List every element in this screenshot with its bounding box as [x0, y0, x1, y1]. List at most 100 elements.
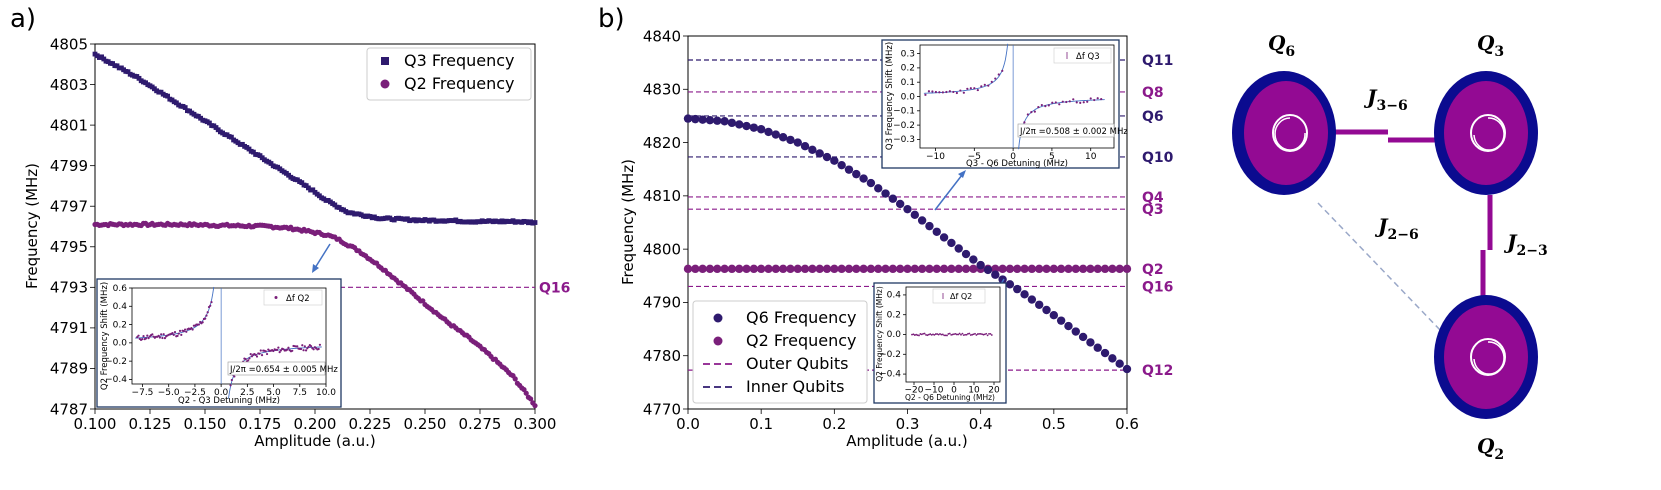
x-tick-label: 0.175 — [239, 415, 282, 433]
inset-b-top-point — [1058, 103, 1061, 106]
legend-label-q2: Q2 Frequency — [404, 74, 515, 93]
inset-a-point — [205, 314, 208, 317]
x-tick-label: 0 — [951, 386, 957, 396]
inset-a-point — [136, 336, 139, 339]
inset-b-top-xlabel: Q3 - Q6 Detuning (MHz) — [966, 159, 1068, 169]
inset-a-point — [247, 359, 250, 362]
q6-point — [720, 117, 729, 126]
inset-a-point — [204, 317, 207, 320]
inset-b-bottom: −20 −10 0 10 20 −0.4 −0.2 0.0 0.2 0.4 Q2 - Q6 Det… — [873, 282, 1007, 404]
q2-point — [786, 264, 795, 274]
q2-point — [888, 264, 898, 274]
q3-point — [125, 69, 131, 75]
q2-point — [764, 264, 773, 274]
inset-b-bottom-point — [968, 332, 971, 335]
q2-point — [954, 264, 963, 274]
q2-point — [1071, 264, 1080, 274]
x-tick-label: −10 — [926, 152, 945, 162]
chart-a-legend: Q3 Frequency Q2 Frequency — [366, 47, 532, 101]
inset-b-top-point — [955, 91, 958, 95]
x-tick-label: 0.225 — [349, 415, 392, 433]
inset-b-top-point — [1037, 105, 1040, 109]
q2-point — [822, 264, 832, 274]
legend-label-q6: Q6 Frequency — [746, 308, 857, 327]
y-tick-label: 4789 — [50, 360, 88, 378]
hline-label-q3: Q3 — [1142, 202, 1164, 218]
inset-b-bottom-point — [967, 332, 969, 335]
coupling-label-j23: J2−3 — [1503, 230, 1548, 259]
inset-b-bottom-point — [979, 332, 982, 335]
inset-b-bottom-point — [972, 333, 975, 336]
y-tick-label: 4787 — [50, 400, 88, 418]
q2-point — [698, 264, 707, 274]
inset-a-point — [276, 348, 279, 351]
q2-point — [1086, 264, 1095, 274]
inset-b-bottom-point — [933, 333, 936, 336]
inset-a-point — [206, 311, 209, 314]
y-tick-label: 4795 — [50, 238, 88, 256]
chart-b-xlabel: Amplitude (a.u.) — [846, 432, 968, 450]
x-tick-label: 0.275 — [459, 415, 502, 433]
q2-point — [512, 376, 518, 382]
inset-a-legend: Δf Q2 — [286, 294, 310, 304]
q6-point — [1013, 284, 1022, 294]
x-tick-label: 0.100 — [74, 415, 117, 433]
hline-label-q8: Q8 — [1142, 85, 1164, 101]
inset-b-bottom-point — [920, 333, 923, 336]
inset-b-bottom-point — [936, 333, 939, 335]
inset-b-top-fit-left — [923, 43, 1009, 94]
q2-point — [866, 264, 876, 274]
q6-point — [991, 270, 1000, 279]
inset-a-point — [180, 333, 183, 336]
q6-point — [1071, 327, 1080, 336]
q6-point — [925, 221, 934, 231]
inset-b-bottom-point — [981, 333, 983, 336]
inset-b-bottom-point — [955, 333, 958, 336]
q2-point — [844, 264, 854, 274]
q2-point — [756, 264, 766, 274]
inset-a-point — [183, 328, 187, 331]
inset-b-top-ylabel: Q3 Frequency Shift (MHz) — [885, 42, 895, 150]
chart-a-xlabel: Amplitude (a.u.) — [254, 432, 376, 450]
q2-point — [1122, 264, 1132, 274]
inset-b-top-point — [952, 90, 955, 94]
y-tick-label: 4840 — [643, 27, 681, 45]
q2-point — [532, 403, 538, 409]
x-tick-label: 5 — [1049, 152, 1055, 162]
inset-b-top-point — [924, 93, 927, 96]
q2-point — [1005, 264, 1015, 274]
qubit-node-q2 — [1434, 295, 1538, 419]
inset-b-bottom-point — [975, 334, 978, 336]
q6-point — [969, 255, 978, 264]
inset-a-point — [310, 345, 313, 348]
q2-point — [947, 264, 956, 274]
q2-point — [800, 264, 810, 274]
inset-b-bottom-point — [965, 333, 968, 336]
inset-a-point — [272, 349, 275, 353]
q6-point — [976, 260, 985, 270]
q6-point — [888, 194, 898, 203]
q6-point — [705, 115, 715, 125]
inset-b-bottom-point — [944, 334, 947, 337]
q6-point — [895, 199, 905, 209]
inset-b-top-point — [1001, 69, 1004, 72]
q6-point — [1100, 348, 1110, 358]
q2-point — [1020, 264, 1029, 274]
inset-b-bottom-point — [929, 333, 932, 335]
inset-b-top-legend: Δf Q3 — [1076, 52, 1100, 62]
legend-marker-q3 — [381, 57, 389, 65]
inset-b-bottom-point — [960, 333, 962, 336]
q6-point — [815, 149, 824, 158]
y-tick-label: 0.6 — [113, 284, 128, 294]
q3-point — [165, 93, 170, 99]
inset-b-top-point — [1096, 97, 1099, 100]
y-tick-label: −0.2 — [105, 357, 127, 367]
y-tick-label: 4800 — [643, 240, 681, 258]
legend-marker-q6 — [713, 313, 723, 323]
q6-point — [742, 121, 751, 131]
inset-b-top-point — [1051, 101, 1054, 104]
hline-label-q16: Q16 — [539, 280, 570, 296]
hline-label-q4: Q4 — [1142, 190, 1164, 206]
node-label-q2: Q2 — [1477, 434, 1504, 463]
